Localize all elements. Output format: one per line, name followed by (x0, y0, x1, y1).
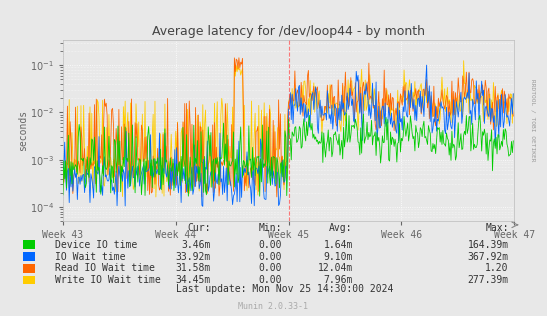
Text: Read IO Wait time: Read IO Wait time (55, 263, 155, 273)
Text: Write IO Wait time: Write IO Wait time (55, 275, 160, 285)
Text: 3.46m: 3.46m (181, 240, 211, 250)
Text: 1.64m: 1.64m (323, 240, 353, 250)
Text: Device IO time: Device IO time (55, 240, 137, 250)
Text: 34.45m: 34.45m (176, 275, 211, 285)
Text: Munin 2.0.33-1: Munin 2.0.33-1 (238, 302, 309, 311)
Text: 33.92m: 33.92m (176, 252, 211, 262)
Text: 0.00: 0.00 (258, 275, 282, 285)
Text: Max:: Max: (485, 223, 509, 233)
Text: 1.20: 1.20 (485, 263, 509, 273)
Text: 7.96m: 7.96m (323, 275, 353, 285)
Text: 0.00: 0.00 (258, 263, 282, 273)
Text: 0.00: 0.00 (258, 252, 282, 262)
Text: 12.04m: 12.04m (318, 263, 353, 273)
Text: Min:: Min: (258, 223, 282, 233)
Text: IO Wait time: IO Wait time (55, 252, 125, 262)
Text: RRDTOOL / TOBI OETIKER: RRDTOOL / TOBI OETIKER (531, 79, 536, 161)
Y-axis label: seconds: seconds (18, 110, 28, 151)
Text: 9.10m: 9.10m (323, 252, 353, 262)
Text: Cur:: Cur: (187, 223, 211, 233)
Text: 277.39m: 277.39m (468, 275, 509, 285)
Text: 367.92m: 367.92m (468, 252, 509, 262)
Text: Avg:: Avg: (329, 223, 353, 233)
Text: 31.58m: 31.58m (176, 263, 211, 273)
Text: 0.00: 0.00 (258, 240, 282, 250)
Text: 164.39m: 164.39m (468, 240, 509, 250)
Title: Average latency for /dev/loop44 - by month: Average latency for /dev/loop44 - by mon… (152, 25, 425, 38)
Text: Last update: Mon Nov 25 14:30:00 2024: Last update: Mon Nov 25 14:30:00 2024 (176, 284, 393, 294)
